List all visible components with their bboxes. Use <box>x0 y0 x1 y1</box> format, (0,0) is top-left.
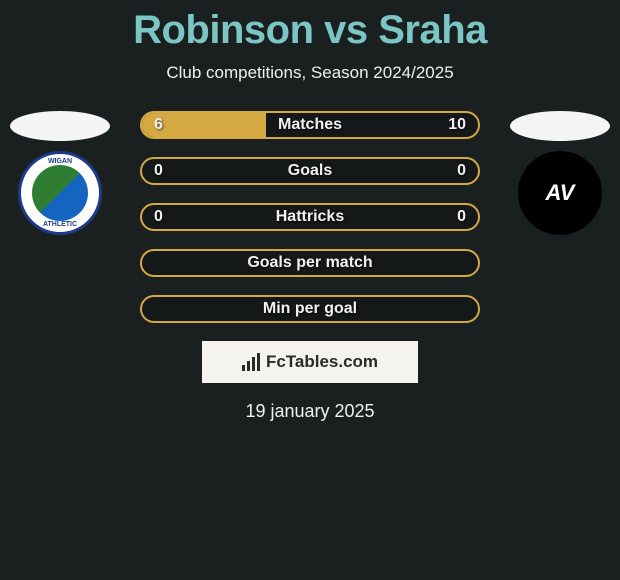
watermark-text: FcTables.com <box>266 352 378 372</box>
badge-inner-icon <box>32 165 88 221</box>
stat-row: Goals per match <box>140 249 480 277</box>
badge-text: WIGAN <box>48 158 72 165</box>
left-club-badge: WIGAN ATHLETIC <box>18 151 102 235</box>
chart-icon <box>242 353 260 371</box>
chart-bar-icon <box>247 361 250 371</box>
right-club-column: AV <box>510 111 610 291</box>
generation-date: 19 january 2025 <box>0 401 620 422</box>
stat-value-right: 0 <box>457 208 466 226</box>
stat-row: Min per goal <box>140 295 480 323</box>
stat-value-left: 0 <box>154 162 163 180</box>
right-club-badge: AV <box>518 151 602 235</box>
stat-label: Goals <box>142 162 478 180</box>
stat-label: Min per goal <box>142 300 478 318</box>
stat-row: 0Hattricks0 <box>140 203 480 231</box>
left-club-column: WIGAN ATHLETIC <box>10 111 110 291</box>
stat-value-right: 0 <box>457 162 466 180</box>
stat-value-left: 6 <box>154 116 163 134</box>
chart-bar-icon <box>242 365 245 371</box>
page-title: Robinson vs Sraha <box>0 0 620 53</box>
badge-initials: AV <box>546 180 575 206</box>
chart-bar-icon <box>257 353 260 371</box>
chart-bar-icon <box>252 357 255 371</box>
shadow-ellipse <box>510 111 610 141</box>
badge-text: ATHLETIC <box>43 221 77 228</box>
watermark: FcTables.com <box>202 341 418 383</box>
stat-value-left: 0 <box>154 208 163 226</box>
stat-rows-container: 6Matches100Goals00Hattricks0Goals per ma… <box>140 111 480 323</box>
stat-row: 0Goals0 <box>140 157 480 185</box>
shadow-ellipse <box>10 111 110 141</box>
stat-label: Matches <box>142 116 478 134</box>
stats-area: WIGAN ATHLETIC AV 6Matches100Goals00Hatt… <box>0 111 620 323</box>
subtitle: Club competitions, Season 2024/2025 <box>0 63 620 83</box>
stat-row: 6Matches10 <box>140 111 480 139</box>
stat-label: Hattricks <box>142 208 478 226</box>
stat-label: Goals per match <box>142 254 478 272</box>
stat-value-right: 10 <box>448 116 466 134</box>
